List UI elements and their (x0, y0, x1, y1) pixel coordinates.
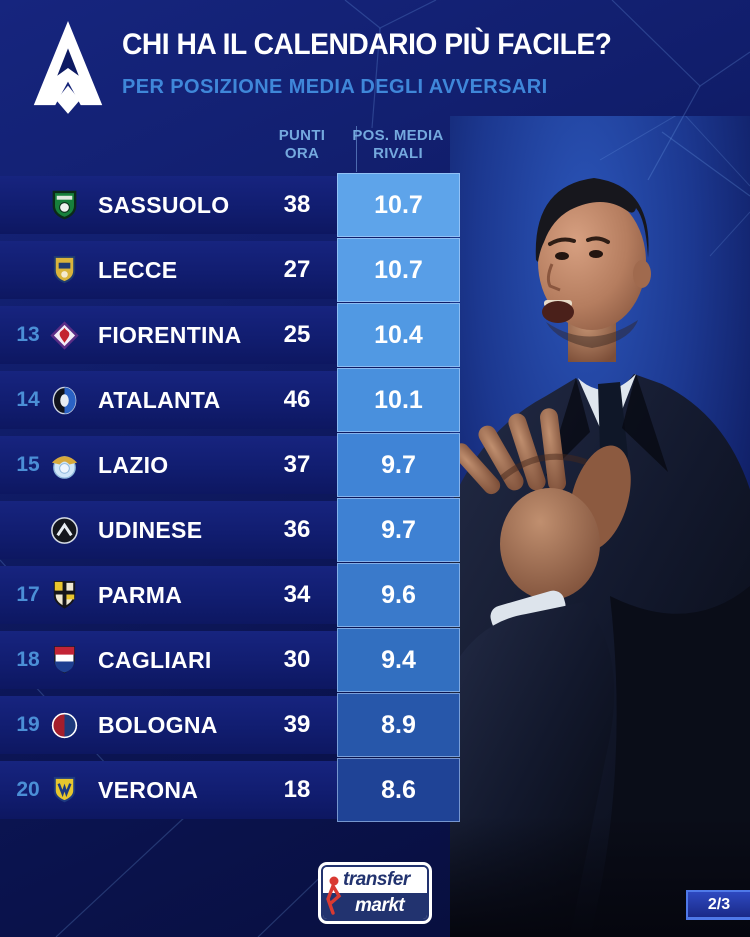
media-value-box: 9.6 (337, 563, 460, 627)
table-row-lecce: LECCE 27 10.7 (0, 238, 460, 302)
coach-silhouette (450, 116, 750, 937)
fiorentina-crest-icon (46, 317, 82, 353)
row-bar: SASSUOLO 38 (0, 176, 337, 234)
row-bar: 18 CAGLIARI 30 (0, 631, 337, 689)
row-bar: UDINESE 36 (0, 501, 337, 559)
sassuolo-crest-icon (46, 187, 82, 223)
team-points: 30 (283, 646, 311, 673)
row-bar: 13 FIORENTINA 25 (0, 306, 337, 364)
column-header-media-line2: RIVALI (373, 145, 423, 162)
team-rank: 19 (16, 713, 40, 736)
standings-table: SASSUOLO 38 10.7 LECCE 27 10.7 13 FIOREN… (0, 173, 460, 826)
team-points: 38 (283, 191, 311, 218)
table-row-sassuolo: SASSUOLO 38 10.7 (0, 173, 460, 237)
team-name: SASSUOLO (98, 191, 230, 218)
media-value: 10.7 (374, 255, 423, 284)
media-value-box: 10.4 (337, 303, 460, 367)
team-points: 34 (283, 581, 311, 608)
team-name: LECCE (98, 256, 178, 283)
media-value-box: 8.6 (337, 758, 460, 822)
table-row-verona: 20 VERONA 18 8.6 (0, 758, 460, 822)
udinese-crest-icon (46, 512, 82, 548)
transfermarkt-wordmark-bottom: markt (323, 893, 427, 919)
team-rank: 17 (16, 583, 40, 606)
media-value-box: 9.7 (337, 498, 460, 562)
team-name: UDINESE (98, 516, 203, 543)
row-bar: 15 LAZIO 37 (0, 436, 337, 494)
transfermarkt-runner-icon (326, 876, 342, 915)
media-value-box: 8.9 (337, 693, 460, 757)
team-name: ATALANTA (98, 386, 221, 413)
transfermarkt-wordmark-top: transfer (323, 867, 427, 893)
cagliari-crest-icon (46, 642, 82, 678)
bologna-crest-icon (46, 707, 82, 743)
media-value-box: 10.7 (337, 238, 460, 302)
column-header-punti: PUNTI ORA (252, 127, 352, 163)
table-row-cagliari: 18 CAGLIARI 30 9.4 (0, 628, 460, 692)
parma-crest-icon (46, 577, 82, 613)
media-value-box: 9.7 (337, 433, 460, 497)
table-row-parma: 17 PARMA 34 9.6 (0, 563, 460, 627)
team-rank: 20 (16, 778, 40, 801)
atalanta-crest-icon (46, 382, 82, 418)
table-row-udinese: UDINESE 36 9.7 (0, 498, 460, 562)
team-name: CAGLIARI (98, 646, 212, 673)
column-header-media: POS. MEDIA RIVALI (336, 127, 460, 163)
row-bar: 20 VERONA 18 (0, 761, 337, 819)
team-name: FIORENTINA (98, 321, 242, 348)
column-divider (356, 126, 357, 172)
team-name: PARMA (98, 581, 183, 608)
lazio-crest-icon (46, 447, 82, 483)
media-value-box: 10.7 (337, 173, 460, 237)
media-value-box: 9.4 (337, 628, 460, 692)
media-value: 9.7 (381, 450, 416, 479)
coach-photo (450, 116, 750, 937)
team-points: 37 (283, 451, 311, 478)
row-bar: 17 PARMA 34 (0, 566, 337, 624)
team-points: 18 (283, 776, 311, 803)
table-row-bologna: 19 BOLOGNA 39 8.9 (0, 693, 460, 757)
table-row-atalanta: 14 ATALANTA 46 10.1 (0, 368, 460, 432)
column-header-media-line1: POS. MEDIA (352, 127, 444, 144)
media-value: 10.1 (374, 385, 423, 414)
team-rank: 15 (16, 453, 40, 476)
team-name: VERONA (98, 776, 199, 803)
row-bar: 19 BOLOGNA 39 (0, 696, 337, 754)
row-bar: LECCE 27 (0, 241, 337, 299)
table-row-lazio: 15 LAZIO 37 9.7 (0, 433, 460, 497)
team-points: 27 (283, 256, 311, 283)
media-value: 8.9 (381, 710, 416, 739)
team-rank: 18 (16, 648, 40, 671)
media-value: 9.4 (381, 645, 416, 674)
lecce-crest-icon (46, 252, 82, 288)
row-bar: 14 ATALANTA 46 (0, 371, 337, 429)
page-indicator-badge: 2/3 (686, 890, 750, 920)
team-rank: 14 (16, 388, 40, 411)
transfermarkt-logo-inner: transfer markt (321, 865, 429, 921)
transfermarkt-logo: transfer markt (318, 862, 432, 924)
media-value: 10.4 (374, 320, 423, 349)
column-header-punti-line1: PUNTI (278, 127, 326, 144)
serie-a-logo (24, 18, 112, 116)
team-points: 46 (283, 386, 311, 413)
media-value: 9.7 (381, 515, 416, 544)
media-value: 8.6 (381, 775, 416, 804)
page-title: CHI HA IL CALENDARIO PIÙ FACILE? (122, 28, 612, 61)
team-points: 36 (283, 516, 311, 543)
team-rank: 13 (16, 323, 40, 346)
page-subtitle: PER POSIZIONE MEDIA DEGLI AVVERSARI (122, 76, 548, 98)
media-value: 9.6 (381, 580, 416, 609)
media-value-box: 10.1 (337, 368, 460, 432)
column-header-punti-line2: ORA (284, 145, 320, 162)
team-points: 25 (283, 321, 311, 348)
table-row-fiorentina: 13 FIORENTINA 25 10.4 (0, 303, 460, 367)
verona-crest-icon (46, 772, 82, 808)
team-name: BOLOGNA (98, 711, 218, 738)
team-name: LAZIO (98, 451, 169, 478)
team-points: 39 (283, 711, 311, 738)
media-value: 10.7 (374, 190, 423, 219)
